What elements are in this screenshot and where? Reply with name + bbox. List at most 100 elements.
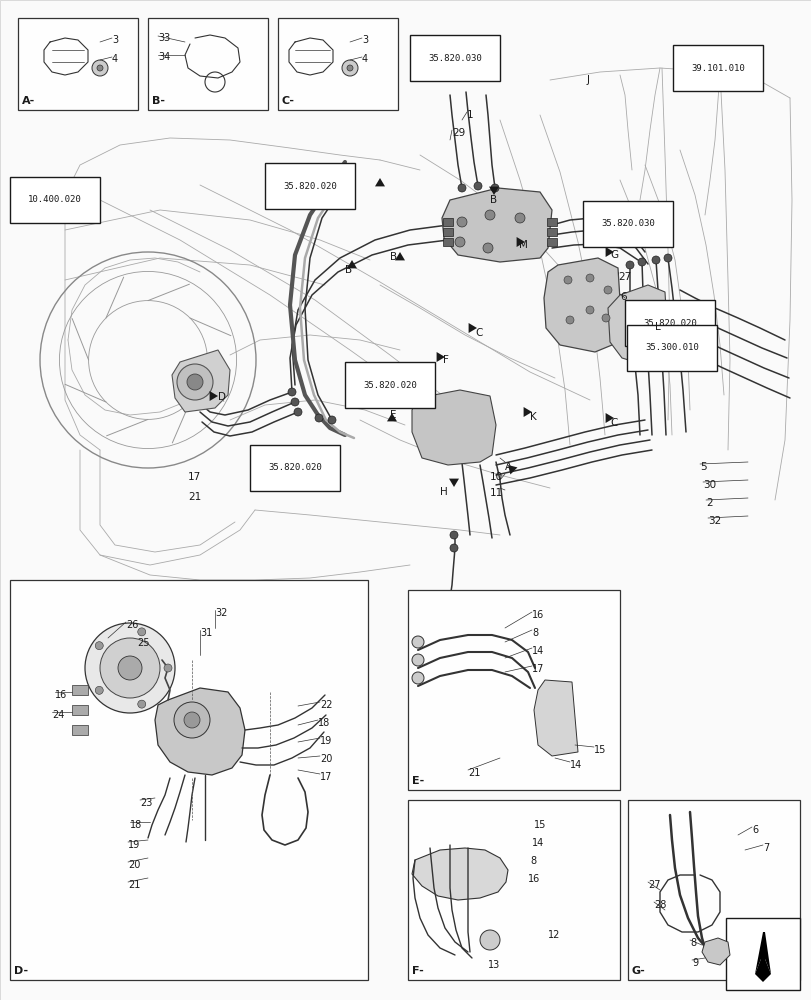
Text: 17: 17 <box>531 664 543 674</box>
Text: 26: 26 <box>126 620 138 630</box>
Bar <box>277 18 397 110</box>
Circle shape <box>586 274 594 282</box>
Circle shape <box>663 254 672 262</box>
Polygon shape <box>387 413 397 421</box>
Text: C-: C- <box>281 96 294 106</box>
Text: 33: 33 <box>158 33 170 43</box>
Text: G: G <box>609 250 617 260</box>
Circle shape <box>85 623 175 713</box>
Text: 32: 32 <box>215 608 227 618</box>
Circle shape <box>514 213 525 223</box>
Text: 19: 19 <box>128 840 140 850</box>
Polygon shape <box>209 391 217 401</box>
Bar <box>18 18 138 110</box>
Text: 18: 18 <box>318 718 330 728</box>
Circle shape <box>449 544 457 552</box>
Bar <box>547 238 556 246</box>
Text: 21: 21 <box>128 880 140 890</box>
Polygon shape <box>754 959 770 982</box>
Text: F: F <box>443 355 448 365</box>
Text: K: K <box>530 412 536 422</box>
Text: 27: 27 <box>617 272 630 282</box>
Polygon shape <box>754 932 770 974</box>
Text: 34: 34 <box>158 52 170 62</box>
Text: C: C <box>474 328 482 338</box>
Circle shape <box>483 243 492 253</box>
Circle shape <box>288 388 296 396</box>
Text: C: C <box>609 418 616 428</box>
Circle shape <box>100 638 160 698</box>
Bar <box>407 590 620 790</box>
Text: 9: 9 <box>691 958 697 968</box>
Polygon shape <box>394 252 405 260</box>
Polygon shape <box>516 237 525 247</box>
Polygon shape <box>523 407 531 417</box>
Circle shape <box>315 414 323 422</box>
Circle shape <box>95 642 103 650</box>
Circle shape <box>97 65 103 71</box>
Text: L: L <box>654 322 660 332</box>
Text: 25: 25 <box>137 638 149 648</box>
Polygon shape <box>436 352 444 362</box>
Circle shape <box>633 338 641 346</box>
Text: A: A <box>504 462 512 472</box>
Polygon shape <box>543 258 620 352</box>
Text: G-: G- <box>631 966 645 976</box>
Bar <box>725 918 799 990</box>
Circle shape <box>294 408 302 416</box>
Bar <box>547 218 556 226</box>
Text: 39.101.010: 39.101.010 <box>690 64 744 73</box>
Text: 21: 21 <box>467 768 480 778</box>
Polygon shape <box>411 848 508 900</box>
Text: 35.820.020: 35.820.020 <box>363 380 416 389</box>
Text: 6: 6 <box>751 825 757 835</box>
Text: 16: 16 <box>527 874 539 884</box>
Text: 16: 16 <box>55 690 67 700</box>
Text: 14: 14 <box>531 646 543 656</box>
Text: 18: 18 <box>130 820 142 830</box>
Circle shape <box>564 276 571 284</box>
Bar <box>443 228 453 236</box>
Text: 10.400.020: 10.400.020 <box>28 196 82 205</box>
Circle shape <box>457 217 466 227</box>
Circle shape <box>633 304 641 312</box>
Text: 29: 29 <box>452 128 465 138</box>
Polygon shape <box>441 188 551 262</box>
Text: D-: D- <box>14 966 28 976</box>
Bar <box>10 580 367 980</box>
Circle shape <box>92 60 108 76</box>
Text: 15: 15 <box>534 820 546 830</box>
Text: 5: 5 <box>699 462 706 472</box>
Text: 4: 4 <box>112 54 118 64</box>
Text: 14: 14 <box>569 760 581 770</box>
Text: 3: 3 <box>362 35 367 45</box>
Text: 35.820.020: 35.820.020 <box>283 182 337 191</box>
Circle shape <box>565 316 573 324</box>
Polygon shape <box>346 260 357 268</box>
Circle shape <box>603 286 611 294</box>
Circle shape <box>651 256 659 264</box>
Circle shape <box>411 636 423 648</box>
Polygon shape <box>155 688 245 775</box>
Bar <box>443 238 453 246</box>
Text: 35.820.020: 35.820.020 <box>268 464 321 473</box>
Text: H: H <box>440 487 447 497</box>
Text: D: D <box>217 392 225 402</box>
Text: 12: 12 <box>547 930 560 940</box>
Text: 35.300.010: 35.300.010 <box>644 344 698 353</box>
Text: 16: 16 <box>531 610 543 620</box>
Text: 35.820.020: 35.820.020 <box>642 318 696 328</box>
Circle shape <box>491 184 499 192</box>
Text: B: B <box>389 252 397 262</box>
Text: 11: 11 <box>489 488 503 498</box>
Circle shape <box>290 398 298 406</box>
Circle shape <box>586 306 594 314</box>
Text: B: B <box>489 195 496 205</box>
Polygon shape <box>448 479 458 487</box>
Text: 3: 3 <box>112 35 118 45</box>
Bar <box>72 725 88 735</box>
Text: 22: 22 <box>320 700 332 710</box>
Circle shape <box>164 664 172 672</box>
Text: 27: 27 <box>647 880 659 890</box>
Polygon shape <box>605 247 613 257</box>
